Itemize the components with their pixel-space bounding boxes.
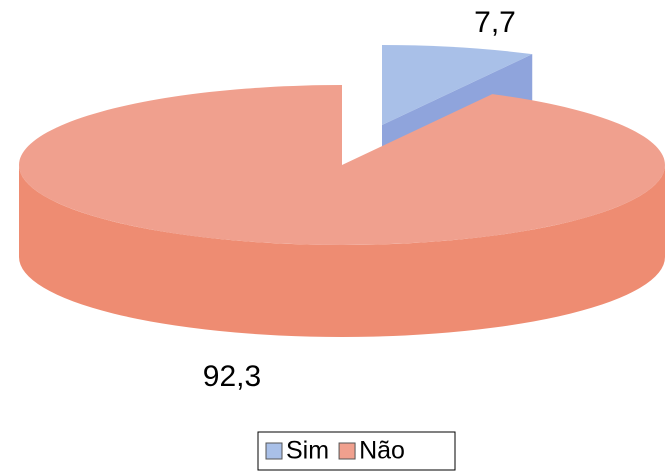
legend-swatch	[338, 442, 356, 460]
slice	[18, 85, 665, 245]
slice	[382, 45, 533, 125]
value-label: 92,3	[203, 360, 261, 393]
slice-side	[19, 165, 665, 337]
pie	[18, 45, 665, 337]
legend-box	[257, 431, 456, 471]
legend-label: Sim	[286, 437, 329, 465]
legend-label: Não	[359, 437, 405, 465]
legend: Sim Não	[265, 437, 405, 465]
legend-swatch	[265, 442, 283, 460]
value-label: 7,7	[474, 6, 516, 39]
